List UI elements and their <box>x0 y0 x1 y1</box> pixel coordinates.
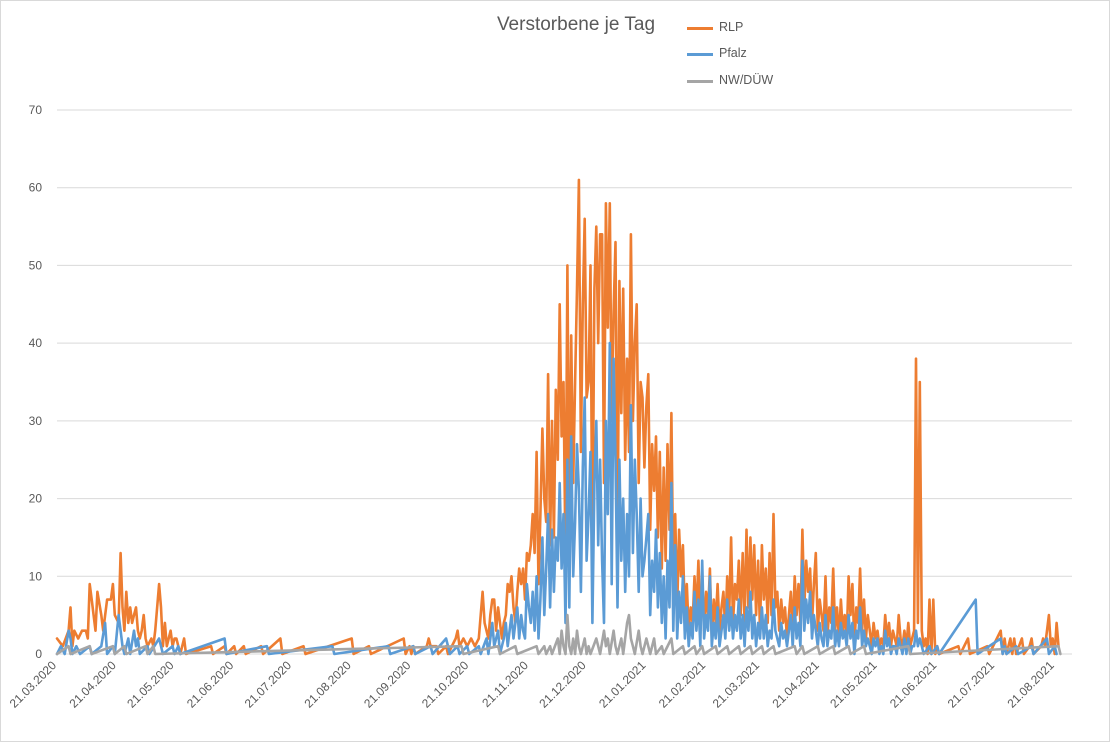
series-line-rlp <box>55 178 1060 656</box>
x-tick-label: 21.05.2021 <box>827 658 880 711</box>
chart-title: Verstorbene je Tag <box>496 14 656 35</box>
series-line-nw-d-w <box>55 613 1062 656</box>
x-tick-label: 21.08.2020 <box>301 658 354 711</box>
x-tick-label: 21.10.2020 <box>419 658 472 711</box>
legend-label-rlp: RLP <box>719 20 744 34</box>
legend-label-pfalz: Pfalz <box>719 46 747 60</box>
x-tick-label: 21.09.2020 <box>361 658 414 711</box>
legend-swatch-rlp <box>687 27 713 30</box>
y-tick-label: 30 <box>29 414 43 428</box>
y-tick-label: 70 <box>29 103 43 117</box>
x-tick-label: 21.02.2021 <box>656 658 709 711</box>
y-tick-label: 50 <box>29 258 43 272</box>
y-tick-label: 60 <box>29 181 43 195</box>
x-tick-label: 21.12.2020 <box>536 658 589 711</box>
series-line-pfalz <box>55 341 1058 656</box>
x-tick-label: 21.01.2021 <box>596 658 649 711</box>
x-tick-label: 21.06.2021 <box>887 658 940 711</box>
y-tick-label: 20 <box>29 492 43 506</box>
x-tick-label: 21.07.2020 <box>242 658 295 711</box>
x-tick-label: 21.04.2021 <box>769 658 822 711</box>
y-tick-label: 10 <box>29 569 43 583</box>
x-tick-label: 21.04.2020 <box>66 658 119 711</box>
legend-swatch-pfalz <box>687 53 713 56</box>
x-tick-label: 21.08.2021 <box>1004 658 1057 711</box>
x-tick-label: 21.03.2020 <box>7 658 60 711</box>
x-tick-label: 21.05.2020 <box>124 658 177 711</box>
y-tick-label: 40 <box>29 336 43 350</box>
x-tick-label: 21.11.2020 <box>479 658 531 710</box>
y-tick-label: 0 <box>35 647 42 661</box>
legend-label-nw-duew: NW/DÜW <box>719 73 774 87</box>
x-tick-label: 21.06.2020 <box>184 658 237 711</box>
legend-swatch-nw-duew <box>687 80 713 83</box>
x-tick-label: 21.07.2021 <box>945 658 998 711</box>
x-tick-label: 21.03.2021 <box>710 658 763 711</box>
